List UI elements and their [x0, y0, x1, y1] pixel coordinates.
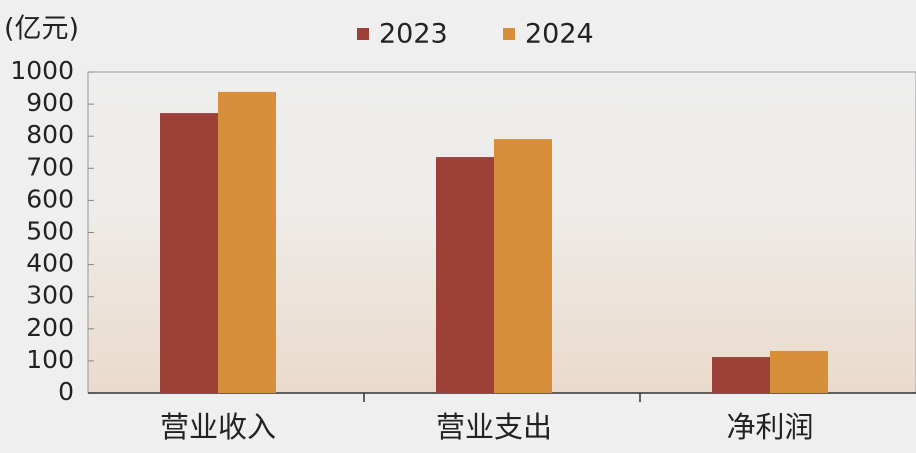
- bar: [770, 350, 828, 393]
- y-tick-label: 600: [26, 184, 74, 213]
- y-tick-label: 300: [26, 281, 74, 310]
- x-tick-label: 营业支出: [436, 410, 552, 444]
- y-tick-label: 500: [26, 217, 74, 246]
- y-tick-label: 100: [26, 345, 74, 374]
- legend-label: 2023: [379, 19, 448, 50]
- bar: [712, 357, 770, 393]
- x-tick-label: 净利润: [726, 410, 813, 444]
- y-axis-label: (亿元): [4, 14, 79, 45]
- bar: [494, 139, 552, 393]
- y-tick-label: 800: [26, 120, 74, 149]
- bar: [218, 91, 276, 393]
- bar: [436, 157, 494, 393]
- legend-swatch: [503, 28, 515, 40]
- x-tick-label: 营业收入: [160, 410, 276, 444]
- bar: [160, 113, 218, 393]
- y-tick-label: 200: [26, 313, 74, 342]
- y-tick-label: 0: [58, 377, 74, 406]
- legend-swatch: [357, 28, 369, 40]
- y-tick-label: 900: [26, 88, 74, 117]
- legend-label: 2024: [525, 19, 594, 50]
- y-tick-label: 1000: [10, 56, 74, 85]
- y-tick-label: 400: [26, 249, 74, 278]
- y-tick-label: 700: [26, 152, 74, 181]
